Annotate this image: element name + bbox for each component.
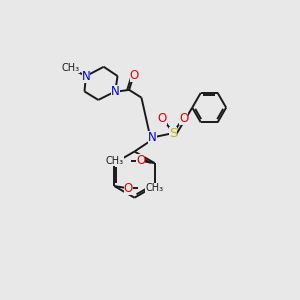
Text: O: O <box>158 112 167 125</box>
Text: O: O <box>136 154 145 167</box>
Text: N: N <box>111 85 120 98</box>
Text: O: O <box>124 182 133 195</box>
Text: CH₃: CH₃ <box>106 156 124 166</box>
Text: N: N <box>148 131 157 144</box>
Text: S: S <box>169 127 177 140</box>
Text: CH₃: CH₃ <box>61 63 80 73</box>
Text: O: O <box>179 112 188 125</box>
Text: O: O <box>130 69 139 82</box>
Text: CH₃: CH₃ <box>145 184 164 194</box>
Text: N: N <box>82 70 90 83</box>
